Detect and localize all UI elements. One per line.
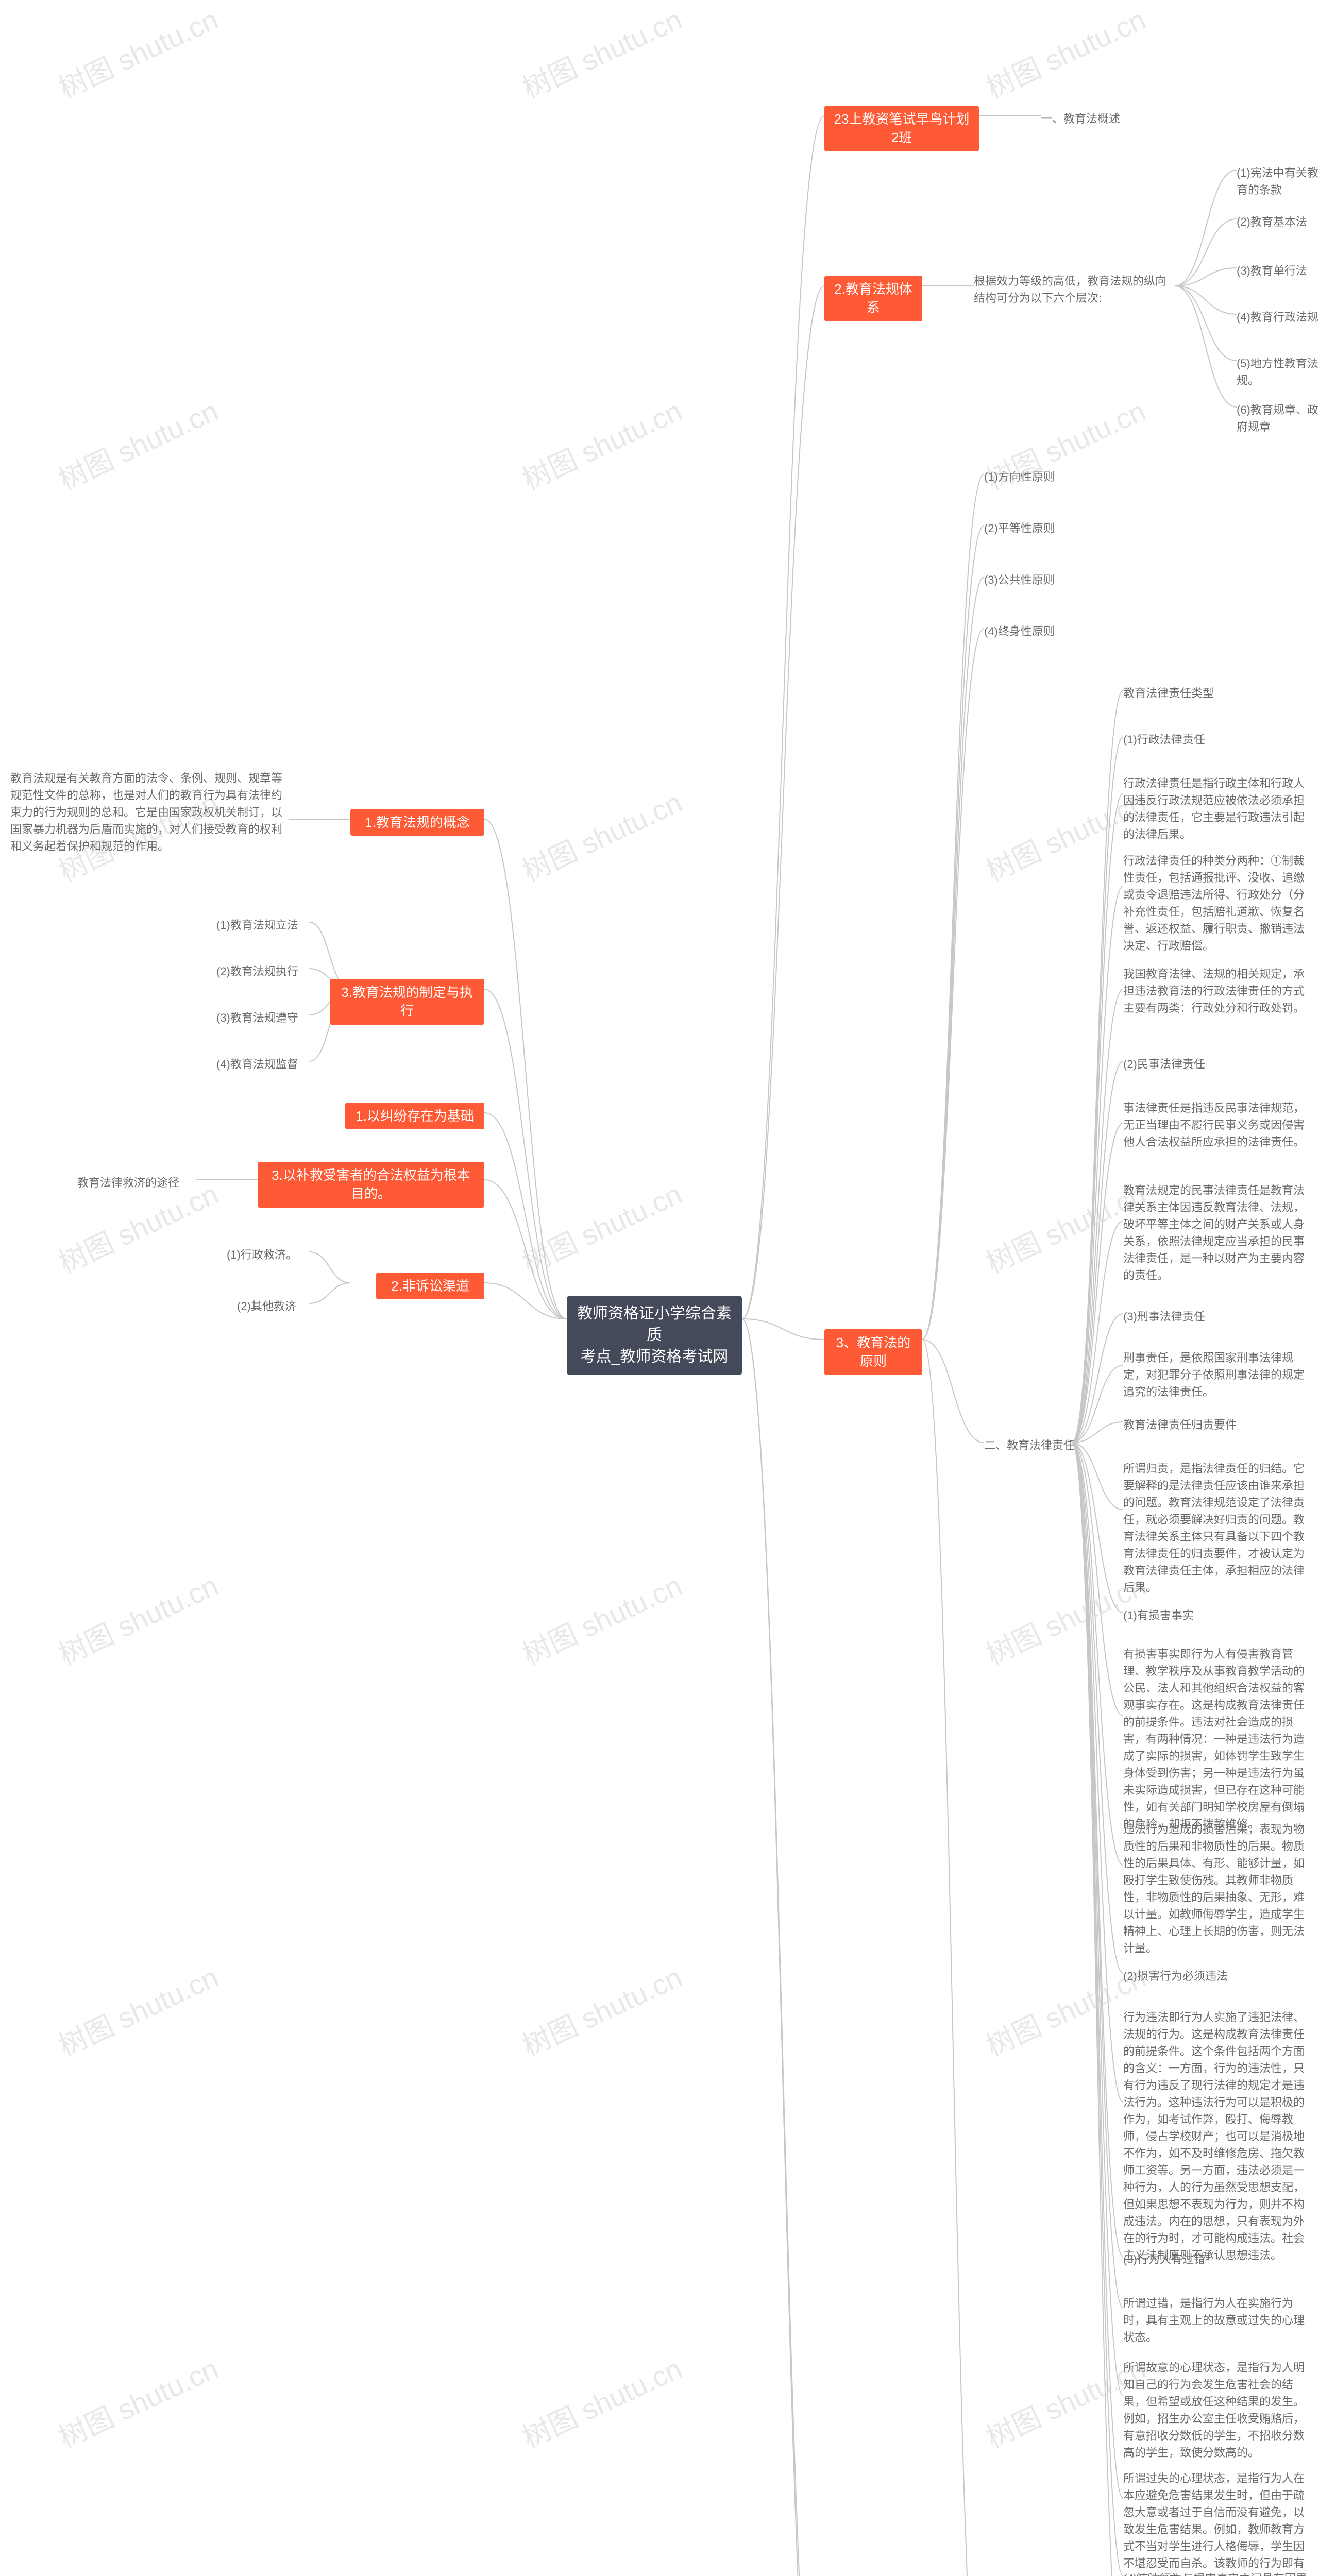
leaf-l4a: 教育法律救济的途径 [77,1172,179,1193]
watermark: 树图 shutu.cn [515,2346,688,2455]
leaf-r3p4: (4)终身性原则 [984,621,1055,642]
leaf-r2a: 根据效力等级的高低，教育法规的纵向结构可分为以下六个层次: [974,270,1175,309]
branch-l5[interactable]: 2.非诉讼渠道 [376,1273,484,1299]
leaf-r2a4: (4)教育行政法规 [1237,307,1318,328]
leaf-c14: 有损害事实即行为人有侵害教育管理、教学秩序及从事教育教学活动的公民、法人和其他组… [1123,1643,1309,1835]
leaf-l2d: (4)教育法规监督 [216,1054,298,1075]
leaf-c15: 违法行为造成的损害后果，表现为物质性的后果和非物质性的后果。物质性的后果具体、有… [1123,1819,1309,1959]
section-r3s2: 二、教育法律责任 [984,1435,1075,1456]
leaf-c9: (3)刑事法律责任 [1123,1306,1205,1327]
watermark: 树图 shutu.cn [515,1954,688,2064]
leaf-c1: 教育法律责任类型 [1123,683,1214,704]
leaf-r3p3: (3)公共性原则 [984,569,1055,590]
branch-l4[interactable]: 3.以补救受害者的合法权益为根本目的。 [258,1162,484,1208]
root-node[interactable]: 教师资格证小学综合素质考点_教师资格考试网 [567,1296,742,1375]
watermark: 树图 shutu.cn [51,1563,224,1672]
leaf-c11: 教育法律责任归责要件 [1123,1414,1237,1435]
branch-r3[interactable]: 3、教育法的原则 [824,1329,922,1375]
leaf-l2c: (3)教育法规遵守 [216,1007,298,1028]
leaf-c19: 所谓过错，是指行为人在实施行为时，具有主观上的故意或过失的心理状态。 [1123,2293,1309,2348]
watermark: 树图 shutu.cn [51,2346,224,2455]
leaf-l5b: (2)其他救济 [237,1296,296,1317]
watermark: 树图 shutu.cn [515,0,688,107]
leaf-r2a6: (6)教育规章、政府规章 [1237,399,1319,437]
leaf-r3p1: (1)方向性原则 [984,466,1055,487]
leaf-l2b: (2)教育法规执行 [216,961,298,982]
leaf-c8: 教育法规定的民事法律责任是教育法律关系主体因违反教育法律、法规，破坏平等主体之间… [1123,1180,1309,1286]
watermark: 树图 shutu.cn [515,388,688,498]
leaf-c17: 行为违法即行为人实施了违犯法律、法规的行为。这是构成教育法律责任的前提条件。这个… [1123,2007,1309,2266]
mindmap-canvas: 树图 shutu.cn 树图 shutu.cn 树图 shutu.cn 树图 s… [0,0,1319,2576]
leaf-c10: 刑事责任，是依照国家刑事法律规定，对犯罪分子依照刑事法律的规定追究的法律责任。 [1123,1347,1309,1402]
leaf-c16: (2)损害行为必须违法 [1123,1965,1228,1987]
branch-l3[interactable]: 1.以纠纷存在为基础 [345,1103,484,1129]
leaf-l2a: (1)教育法规立法 [216,914,298,936]
leaf-l1a: 教育法规是有关教育方面的法令、条例、规则、规章等规范性文件的总称，也是对人们的教… [10,768,289,857]
leaf-r2a5: (5)地方性教育法规。 [1237,353,1319,391]
leaf-c21: 所谓过失的心理状态，是指行为人在本应避免危害结果发生时，但由于疏忽大意或者过于自… [1123,2468,1309,2576]
leaf-c7: 事法律责任是指违反民事法律规范，无正当理由不履行民事义务或因侵害他人合法权益所应… [1123,1097,1309,1153]
branch-l2[interactable]: 3.教育法规的制定与执行 [330,979,484,1025]
watermark: 树图 shutu.cn [515,779,688,889]
leaf-l5a: (1)行政救济。 [227,1244,297,1265]
leaf-r1a: 一、教育法概述 [1041,108,1120,129]
leaf-c2: (1)行政法律责任 [1123,729,1205,750]
leaf-r2a2: (2)教育基本法 [1237,211,1307,232]
leaf-r3p2: (2)平等性原则 [984,518,1055,539]
leaf-r2a3: (3)教育单行法 [1237,260,1307,281]
watermark: 树图 shutu.cn [515,1563,688,1672]
watermark: 树图 shutu.cn [51,0,224,107]
leaf-r2a1: (1)宪法中有关教育的条款 [1237,162,1319,200]
watermark: 树图 shutu.cn [978,0,1152,107]
leaf-c4: 行政法律责任的种类分两种：①制裁性责任，包括通报批评、没收、追缴或责令退赔违法所… [1123,850,1309,956]
leaf-c3: 行政法律责任是指行政主体和行政人因违反行政法规范应被依法必须承担的法律责任，它主… [1123,773,1309,845]
branch-r2[interactable]: 2.教育法规体系 [824,276,922,321]
leaf-c12: 所谓归责，是指法律责任的归结。它要解释的是法律责任应该由谁来承担的问题。教育法律… [1123,1458,1309,1598]
leaf-c22: (4)违法行为与损害事实之间具有因果关系 [1123,2568,1309,2576]
watermark: 树图 shutu.cn [515,1171,688,1281]
watermark: 树图 shutu.cn [51,388,224,498]
leaf-c5: 我国教育法律、法规的相关规定，承担违法教育法的行政法律责任的方式主要有两类：行政… [1123,963,1309,1019]
branch-l1[interactable]: 1.教育法规的概念 [350,809,484,836]
leaf-c18: (3)行为人有过错 [1123,2249,1205,2270]
leaf-c20: 所谓故意的心理状态，是指行为人明知自己的行为会发生危害社会的结果，但希望或放任这… [1123,2357,1309,2463]
connector-wires [0,0,1319,2576]
leaf-c6: (2)民事法律责任 [1123,1054,1205,1075]
branch-r1[interactable]: 23上教资笔试早鸟计划2班 [824,106,979,151]
watermark: 树图 shutu.cn [51,1954,224,2064]
leaf-c13: (1)有损害事实 [1123,1605,1194,1626]
